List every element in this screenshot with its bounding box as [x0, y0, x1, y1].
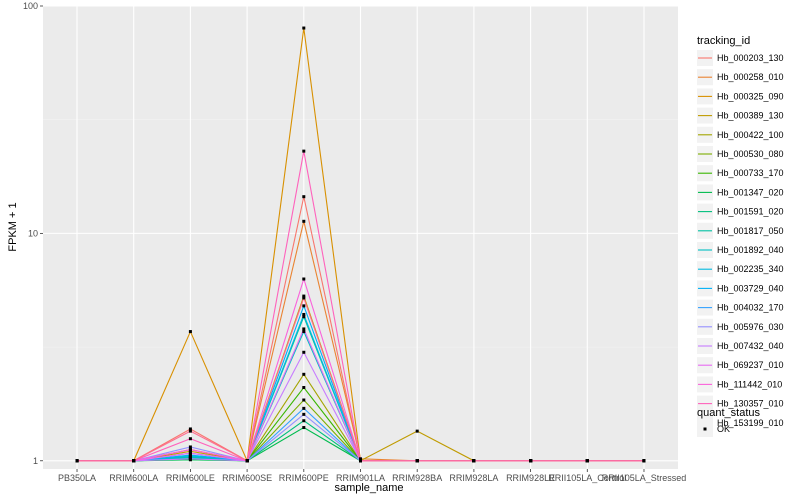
data-point — [188, 449, 192, 453]
data-point — [302, 419, 306, 423]
data-point — [302, 385, 306, 389]
x-tick-label: RRIM928BA — [392, 473, 442, 483]
legend-label: Hb_001591_020 — [717, 207, 784, 217]
legend-label: Hb_007432_040 — [717, 341, 784, 351]
legend-title: tracking_id — [697, 35, 750, 47]
x-tick-label: RRIM600LA — [109, 473, 158, 483]
data-point — [302, 294, 306, 298]
data-point — [245, 459, 249, 463]
legend-label: Hb_000733_170 — [717, 168, 784, 178]
data-point — [188, 448, 192, 452]
data-point — [188, 429, 192, 433]
data-point — [302, 26, 306, 30]
x-tick-label: RRIM901LA — [336, 473, 385, 483]
legend-label: Hb_004032_170 — [717, 303, 784, 313]
legend-label: Hb_153199_010 — [717, 418, 784, 428]
x-tick-label: RRIM600PE — [279, 473, 329, 483]
data-points — [75, 26, 646, 463]
shape-legend-label: OK — [717, 424, 730, 434]
data-point — [302, 406, 306, 410]
data-point — [585, 459, 589, 463]
x-tick-label: RRII105LA_Control — [548, 473, 626, 483]
legend-label: Hb_001892_040 — [717, 245, 784, 255]
data-point — [302, 330, 306, 334]
data-point — [302, 372, 306, 376]
x-axis: PB350LA RRIM600LA RRIM600LE RRIM600SE RRIM60… — [58, 469, 686, 483]
legend: tracking_id Hb_000203_130 Hb_000258_010 Hb… — [697, 35, 784, 431]
legend-label: Hb_000422_100 — [717, 130, 784, 140]
data-point — [302, 315, 306, 319]
x-tick-label: PB350LA — [58, 473, 96, 483]
legend-label: Hb_130357_010 — [717, 399, 784, 409]
x-tick-label: RRIM928LA — [449, 473, 498, 483]
data-point — [188, 457, 192, 461]
data-point — [188, 453, 192, 457]
legend-label: Hb_000389_130 — [717, 111, 784, 121]
data-point — [75, 459, 79, 463]
legend-label: Hb_003729_040 — [717, 283, 784, 293]
legend-label: Hb_000325_090 — [717, 91, 784, 101]
x-tick-label: RRIM928LE — [506, 473, 555, 483]
x-tick-label: RRIM600LE — [166, 473, 215, 483]
data-point — [472, 459, 476, 463]
data-point — [132, 459, 136, 463]
data-point — [188, 330, 192, 334]
x-tick-label: RRII105LA_Stressed — [602, 473, 687, 483]
legend-label: Hb_000258_010 — [717, 72, 784, 82]
data-point — [359, 459, 362, 463]
data-point — [188, 427, 192, 431]
legend-label: Hb_001817_050 — [717, 226, 784, 236]
data-point — [302, 219, 306, 223]
data-point — [302, 398, 306, 402]
x-tick-label: RRIM600SE — [222, 473, 272, 483]
data-point — [302, 426, 306, 430]
data-point — [302, 195, 306, 199]
y-axis-title: FPKM + 1 — [7, 202, 19, 251]
shape-legend-marker — [703, 427, 707, 431]
legend-label: Hb_111442_010 — [717, 379, 782, 389]
y-tick-label: 100 — [23, 1, 38, 11]
legend-label: Hb_000530_080 — [717, 149, 784, 159]
data-point — [302, 412, 306, 416]
y-tick-label: 1 — [33, 456, 38, 466]
y-tick-label: 10 — [28, 228, 38, 238]
data-point — [188, 451, 192, 455]
data-point — [188, 445, 192, 449]
shape-legend-title: quant_status — [697, 407, 760, 419]
data-point — [302, 304, 306, 308]
data-point — [302, 327, 306, 331]
data-point — [302, 277, 306, 281]
legend-label: Hb_001347_020 — [717, 187, 784, 197]
y-axis: 1 10 100 — [23, 1, 43, 466]
shape-legend: quant_status OK — [697, 407, 760, 437]
legend-label: Hb_069237_010 — [717, 360, 784, 370]
data-point — [529, 459, 533, 463]
data-point — [359, 457, 362, 461]
data-point — [188, 437, 192, 441]
data-point — [302, 149, 306, 153]
data-point — [302, 296, 306, 300]
data-point — [302, 350, 306, 354]
legend-label: Hb_000203_130 — [717, 53, 784, 63]
data-point — [302, 312, 306, 316]
data-point — [415, 459, 419, 463]
x-axis-title: sample_name — [334, 482, 403, 494]
legend-label: Hb_005976_030 — [717, 322, 784, 332]
data-point — [642, 459, 646, 463]
data-point — [415, 429, 419, 433]
legend-label: Hb_002235_340 — [717, 264, 784, 274]
